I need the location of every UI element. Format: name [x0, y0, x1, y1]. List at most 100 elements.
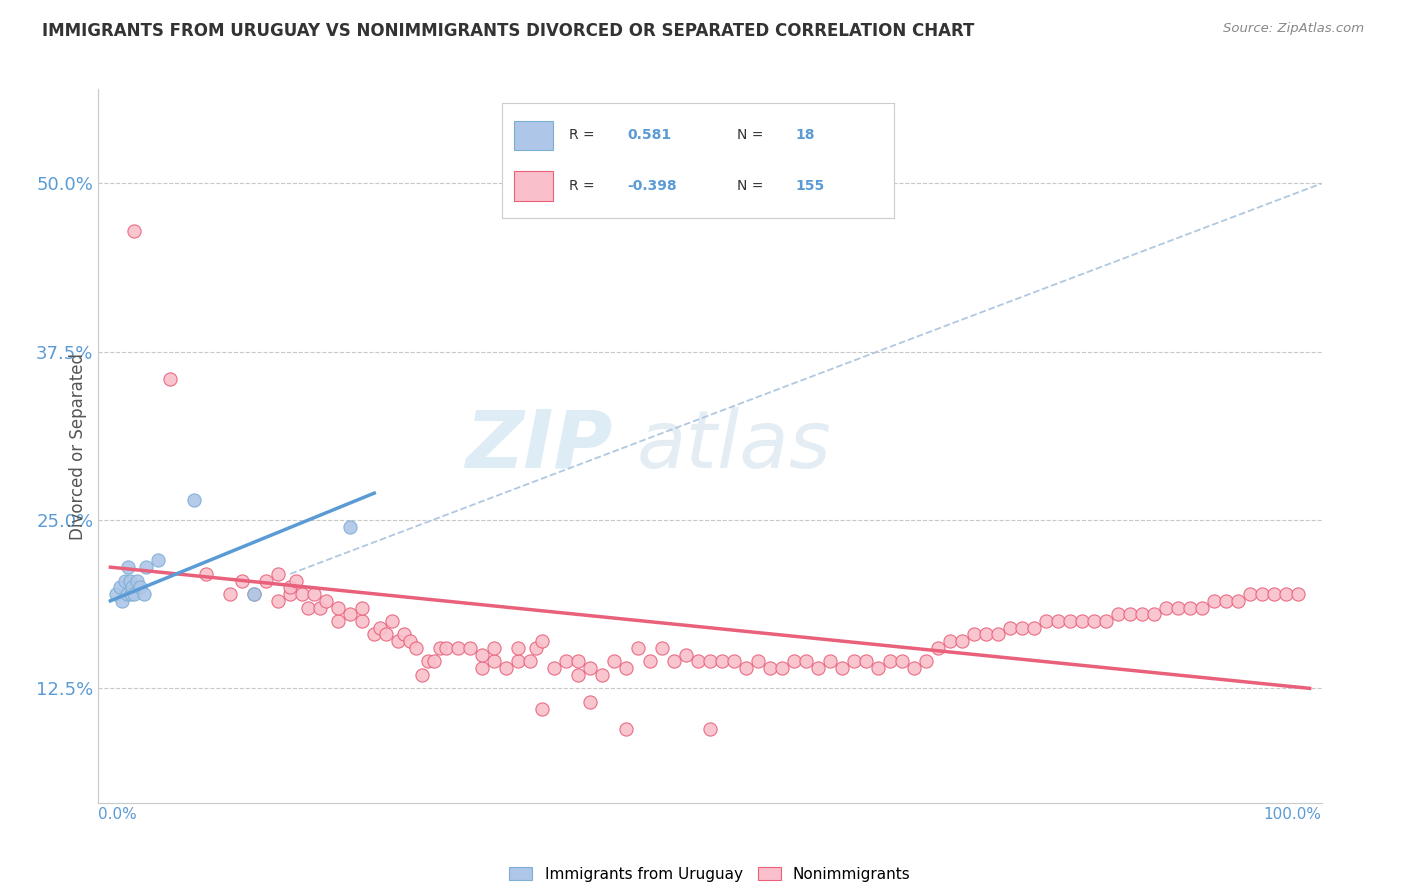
Point [219, 587, 242, 601]
Point [132, 587, 155, 601]
Point [723, 655, 745, 669]
Point [927, 640, 949, 655]
Point [1178, 600, 1201, 615]
Point [508, 655, 530, 669]
Text: atlas: atlas [637, 407, 831, 485]
Point [699, 722, 721, 736]
Point [1202, 594, 1225, 608]
Point [124, 587, 146, 601]
Point [309, 600, 332, 615]
Point [339, 520, 361, 534]
Point [243, 587, 266, 601]
Point [567, 655, 589, 669]
Point [866, 661, 889, 675]
Point [1130, 607, 1153, 622]
Point [1011, 621, 1033, 635]
Point [1191, 600, 1213, 615]
Point [915, 655, 938, 669]
Point [495, 661, 517, 675]
Text: 0.0%: 0.0% [98, 807, 138, 822]
Point [1226, 594, 1249, 608]
Point [603, 655, 626, 669]
Point [117, 560, 139, 574]
Point [638, 655, 661, 669]
Point [267, 566, 290, 581]
Point [418, 655, 440, 669]
Point [471, 661, 494, 675]
Point [148, 553, 170, 567]
Point [686, 655, 709, 669]
Point [129, 580, 152, 594]
Point [105, 587, 128, 601]
Point [368, 621, 391, 635]
Point [352, 600, 374, 615]
Point [735, 661, 758, 675]
Point [627, 640, 650, 655]
Point [1022, 621, 1045, 635]
Point [818, 655, 841, 669]
Point [950, 634, 973, 648]
Point [1263, 587, 1285, 601]
Point [339, 607, 361, 622]
Point [783, 655, 806, 669]
Point [471, 648, 494, 662]
Point [1167, 600, 1189, 615]
Point [291, 587, 314, 601]
Point [405, 640, 427, 655]
Point [363, 627, 385, 641]
Point [1286, 587, 1309, 601]
Point [328, 600, 350, 615]
Point [482, 655, 505, 669]
Point [699, 655, 721, 669]
Point [423, 655, 446, 669]
Point [447, 640, 470, 655]
Point [794, 655, 817, 669]
Point [963, 627, 986, 641]
Point [770, 661, 793, 675]
Point [1094, 614, 1116, 628]
Point [543, 661, 565, 675]
Point [108, 580, 131, 594]
Point [159, 372, 181, 386]
Point [1250, 587, 1272, 601]
Point [890, 655, 912, 669]
Point [651, 640, 673, 655]
Point [711, 655, 734, 669]
Point [243, 587, 266, 601]
Point [531, 634, 554, 648]
Point [125, 574, 148, 588]
Text: ZIP: ZIP [465, 407, 612, 485]
Text: Source: ZipAtlas.com: Source: ZipAtlas.com [1223, 22, 1364, 36]
Point [114, 574, 136, 588]
Point [458, 640, 481, 655]
Point [278, 587, 301, 601]
Point [508, 640, 530, 655]
Point [111, 594, 134, 608]
Point [118, 574, 141, 588]
Point [195, 566, 218, 581]
Point [1035, 614, 1057, 628]
Point [304, 587, 326, 601]
Point [998, 621, 1021, 635]
Point [1119, 607, 1142, 622]
Point [315, 594, 337, 608]
Point [974, 627, 997, 641]
Point [231, 574, 253, 588]
Point [375, 627, 398, 641]
Point [120, 587, 142, 601]
Point [807, 661, 830, 675]
Point [135, 560, 157, 574]
Legend: Immigrants from Uruguay, Nonimmigrants: Immigrants from Uruguay, Nonimmigrants [503, 861, 917, 888]
Point [1059, 614, 1081, 628]
Point [531, 701, 554, 715]
Point [254, 574, 277, 588]
Point [392, 627, 416, 641]
Point [759, 661, 782, 675]
Point [297, 600, 319, 615]
Point [399, 634, 422, 648]
Point [855, 655, 877, 669]
Point [1154, 600, 1177, 615]
Point [591, 668, 613, 682]
Point [1215, 594, 1237, 608]
Point [1046, 614, 1069, 628]
